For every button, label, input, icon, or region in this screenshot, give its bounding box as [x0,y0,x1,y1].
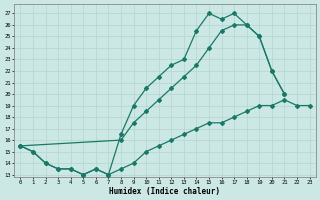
X-axis label: Humidex (Indice chaleur): Humidex (Indice chaleur) [109,187,220,196]
